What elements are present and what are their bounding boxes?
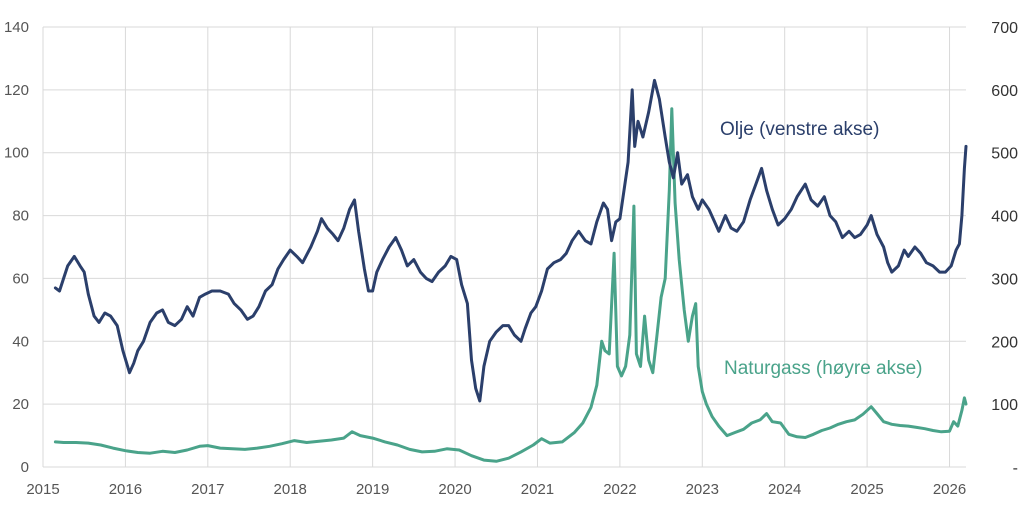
series-lines [53, 78, 968, 463]
series-line-olje [53, 78, 968, 403]
x-tick-label: 2021 [521, 481, 554, 498]
x-tick-label: 2019 [356, 481, 389, 498]
x-tick-label: 2025 [850, 481, 883, 498]
y-right-tick-label: 200 [991, 334, 1018, 351]
x-tick-label: 2020 [438, 481, 471, 498]
y-left-tick-label: 120 [4, 82, 29, 99]
y-right-tick-label: 700 [991, 20, 1018, 37]
y-right-tick-label: 600 [991, 83, 1018, 100]
chart-grid [42, 26, 966, 468]
x-tick-label: 2026 [933, 481, 966, 498]
x-tick-label: 2015 [26, 481, 59, 498]
y-right-tick-label: 400 [991, 209, 1018, 226]
x-tick-label: 2016 [109, 481, 142, 498]
y-right-tick-label: 500 [991, 146, 1018, 163]
y-left-tick-label: 0 [21, 459, 29, 476]
x-tick-label: 2022 [603, 481, 636, 498]
x-tick-label: 2017 [191, 481, 224, 498]
y-right-tick-label: 100 [991, 397, 1018, 414]
y-axis-right: - 100 200 300 400 500 600 700 [991, 20, 1018, 477]
x-tick-label: 2023 [686, 481, 719, 498]
y-left-tick-label: 40 [12, 333, 29, 350]
x-tick-label: 2024 [768, 481, 801, 498]
y-axis-left: 0 20 40 60 80 100 120 140 [4, 19, 29, 476]
y-left-tick-label: 20 [12, 396, 29, 413]
x-axis: 2015 2016 2017 2018 2019 2020 2021 2022 2023 2024… [26, 481, 966, 498]
y-left-tick-label: 60 [12, 270, 29, 287]
series-line-naturgass [53, 107, 968, 463]
series-label-naturgass: Naturgass (høyre akse) [724, 358, 923, 379]
y-right-tick-label: - [1013, 460, 1018, 477]
y-right-tick-label: 300 [991, 271, 1018, 288]
series-label-olje: Olje (venstre akse) [720, 119, 879, 140]
y-left-tick-label: 140 [4, 19, 29, 36]
y-left-tick-label: 100 [4, 145, 29, 162]
y-left-tick-label: 80 [12, 208, 29, 225]
x-tick-label: 2018 [274, 481, 307, 498]
